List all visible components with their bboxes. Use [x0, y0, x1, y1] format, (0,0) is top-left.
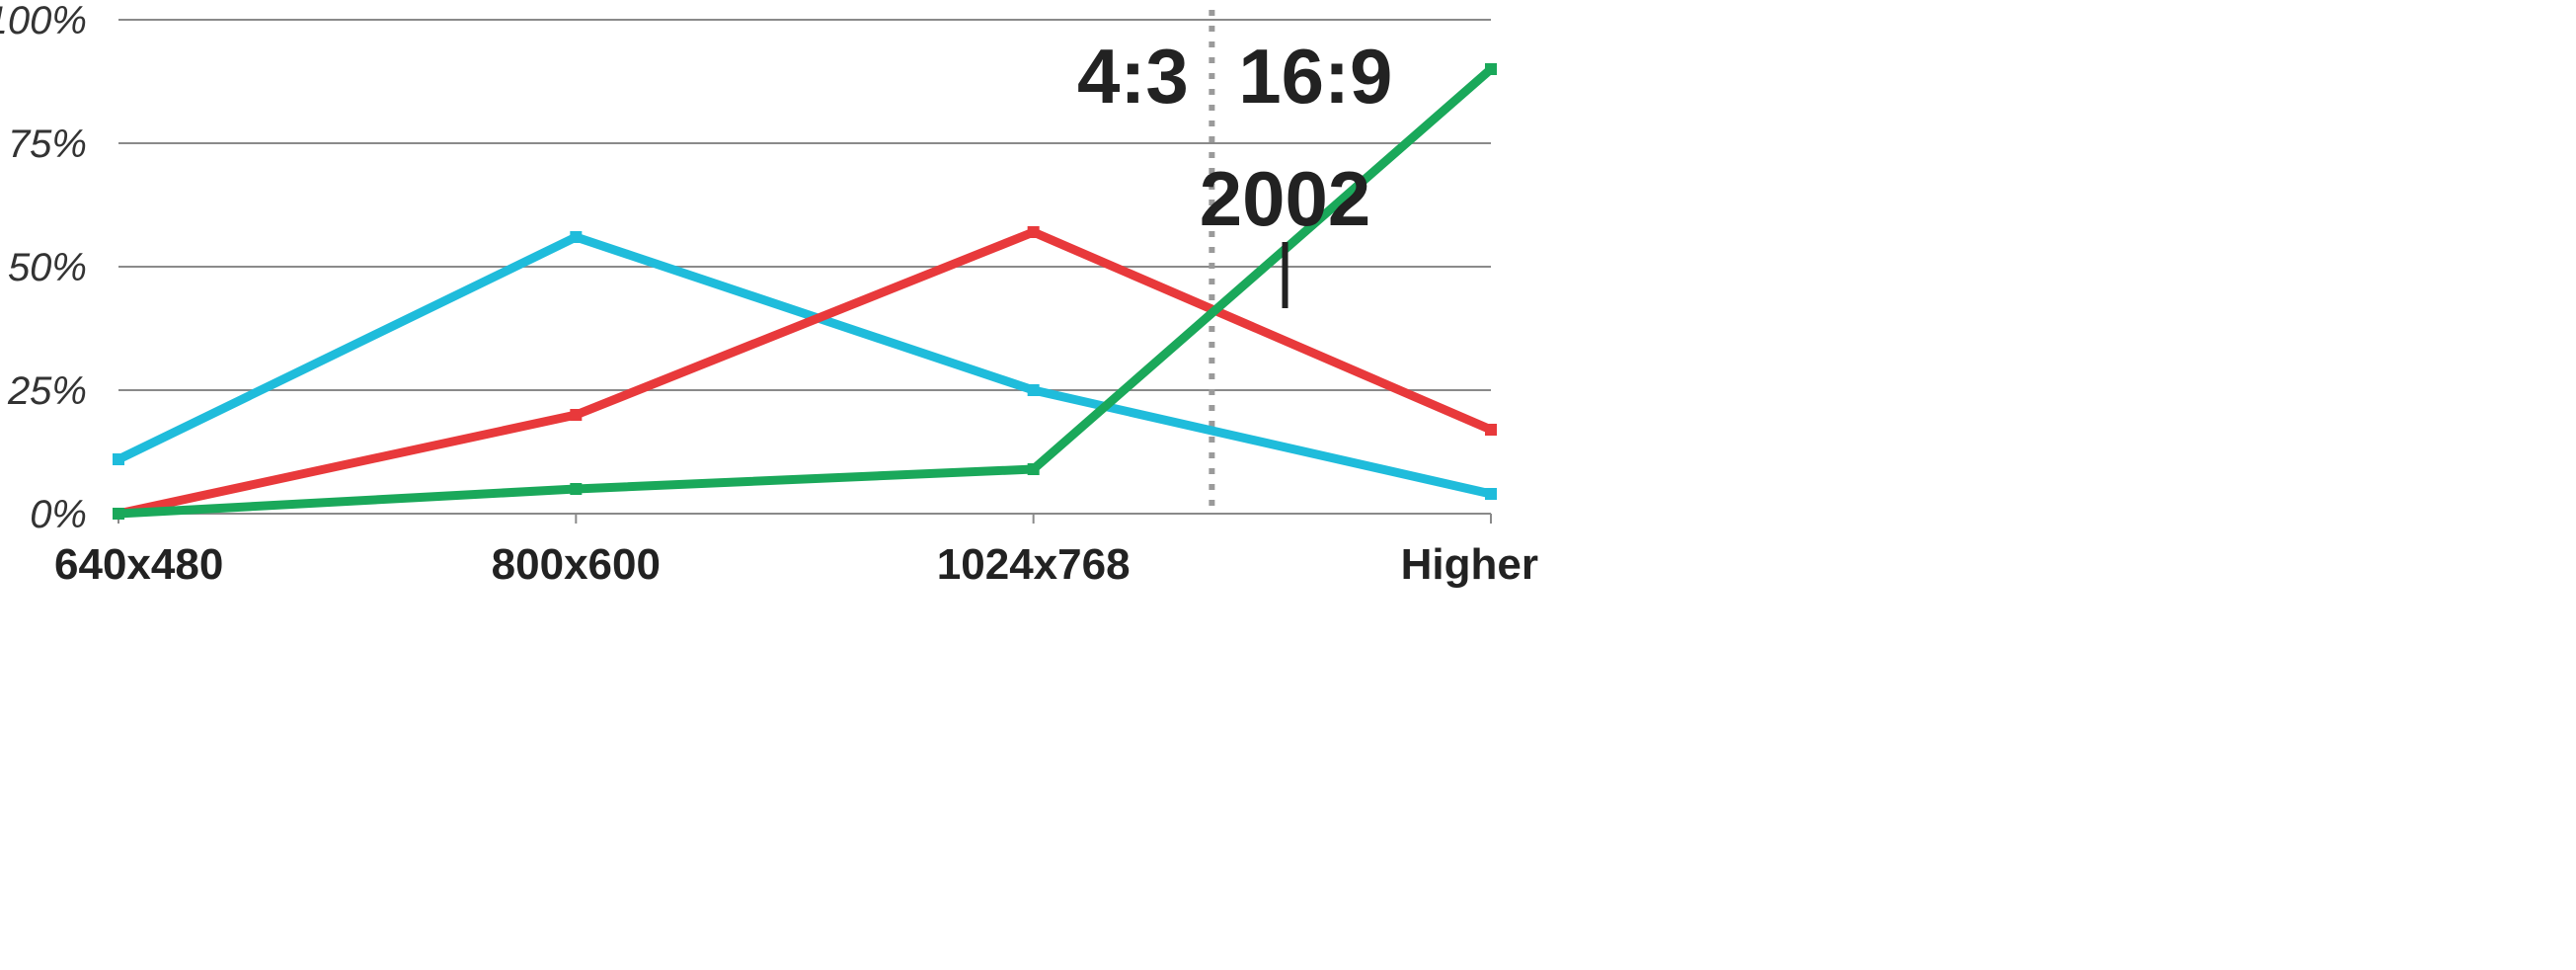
data-point — [1027, 226, 1040, 238]
y-axis-ticks: 0% 25% 50% 75% 100% — [0, 0, 87, 536]
y-tick-label: 100% — [0, 0, 87, 42]
x-tick-label: 640x480 — [54, 540, 223, 589]
year-annotation: 2002 — [1200, 155, 1371, 242]
y-tick-label: 75% — [8, 122, 87, 166]
data-point — [1485, 488, 1497, 500]
aspect-ratio-4-3-label: 4:3 — [1077, 33, 1189, 120]
data-point — [1027, 463, 1040, 475]
series-line-3 — [114, 64, 1496, 519]
x-tick-label: 800x600 — [492, 540, 661, 589]
series-line-2 — [114, 227, 1496, 519]
aspect-ratio-16-9-label: 16:9 — [1238, 33, 1392, 120]
x-tick-label: 1024x768 — [937, 540, 1131, 589]
y-tick-label: 25% — [7, 369, 87, 413]
data-point — [1485, 63, 1497, 75]
data-point — [113, 508, 124, 520]
gridlines — [118, 19, 1491, 515]
data-point — [1485, 424, 1497, 436]
data-point — [570, 483, 583, 495]
series-line-1 — [114, 232, 1496, 499]
data-point — [113, 453, 124, 465]
series-lines — [113, 63, 1497, 520]
x-axis-ticks: 640x480 800x600 1024x768 Higher — [54, 514, 1538, 589]
data-point — [1027, 384, 1040, 396]
y-tick-label: 0% — [30, 493, 87, 536]
data-point — [570, 231, 583, 243]
y-tick-label: 50% — [8, 246, 87, 289]
x-tick-label: Higher — [1401, 540, 1538, 589]
data-point — [570, 409, 583, 421]
